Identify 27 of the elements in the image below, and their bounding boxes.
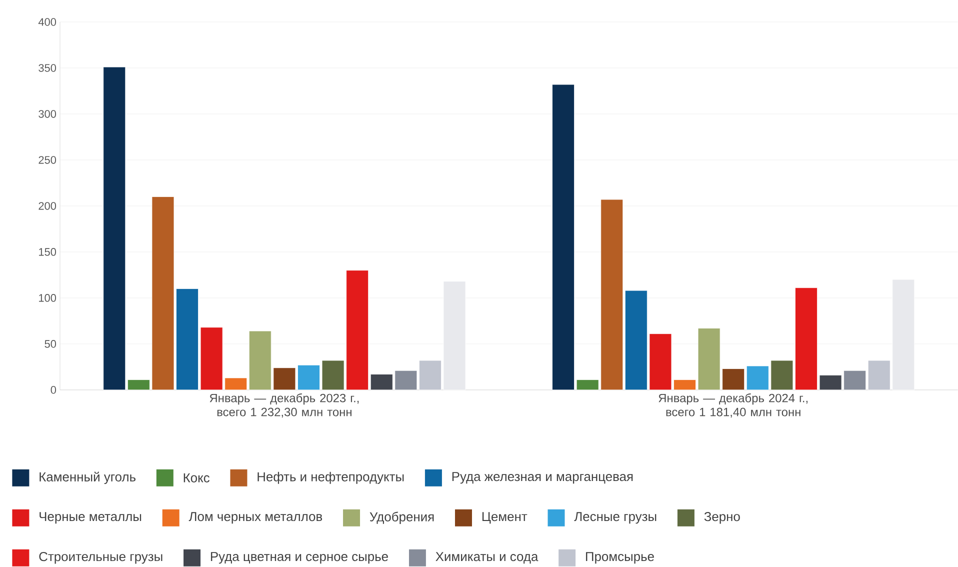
legend-label: Лесные грузы <box>574 512 656 524</box>
y-tick-label: 350 <box>38 64 56 72</box>
legend-label: Химикаты и сода <box>436 552 538 564</box>
legend-label: Строительные грузы <box>39 552 162 564</box>
bar <box>103 66 126 390</box>
legend-label: Лом черных металлов <box>188 512 322 524</box>
y-tick-label: 200 <box>38 202 56 210</box>
legend-label: Кокс <box>184 473 210 482</box>
legend-label: Промсырье <box>586 552 654 564</box>
legend-label: Руда цветная и серное сырье <box>210 552 388 564</box>
legend-label: Черные металлы <box>40 512 142 524</box>
legend-label: Нефть и нефтепродукты <box>258 472 404 484</box>
y-tick-label: 400 <box>38 18 56 26</box>
legend-label: Цемент <box>482 512 528 524</box>
legend-label: Каменный уголь <box>40 472 136 484</box>
legend-label: Руда железная и марганцевая <box>452 472 633 484</box>
y-tick-label: 0 <box>50 386 56 394</box>
y-tick-label: 300 <box>38 110 56 118</box>
x-tick-label: Январь — декабрь 2023 г., всего 1 232,30 млн тонн <box>210 393 359 418</box>
bar <box>552 84 574 390</box>
y-tick-label: 100 <box>39 294 56 302</box>
y-tick-label: 250 <box>38 156 56 164</box>
y-tick-label: 50 <box>44 340 56 348</box>
y-tick-label: 150 <box>39 248 56 256</box>
x-tick-label: Январь — декабрь 2024 г., всего 1 181,40 млн тонн <box>658 393 808 418</box>
legend-label: Удобрения <box>370 512 434 524</box>
legend-label: Зерно <box>704 512 740 524</box>
